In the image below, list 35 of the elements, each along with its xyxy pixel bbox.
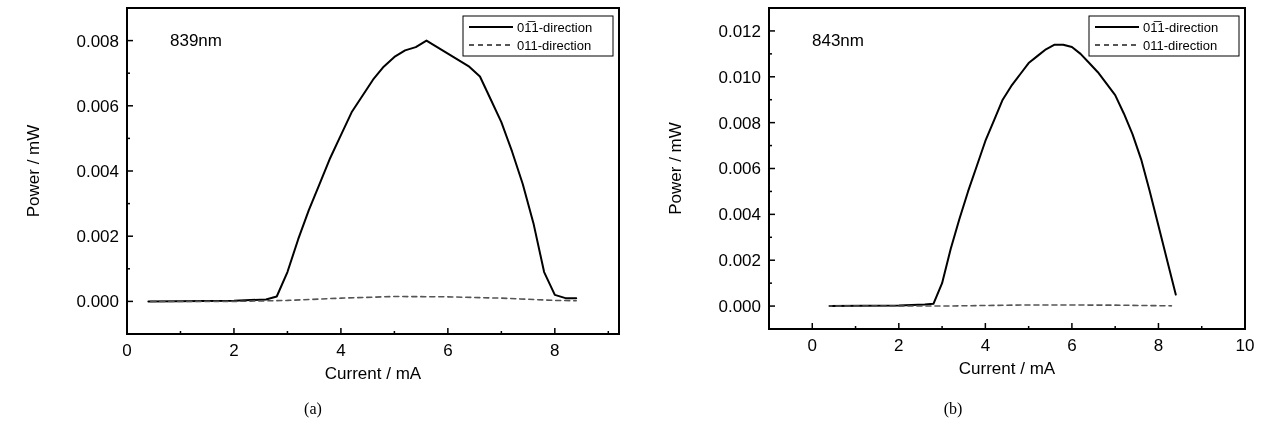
y-tick-label: 0.006 — [718, 159, 761, 179]
x-axis-title: Current / mA — [958, 359, 1056, 378]
x-tick-label: 8 — [550, 341, 560, 360]
legend-label: 01̅1-direction — [517, 19, 593, 35]
x-tick-label: 8 — [1153, 336, 1164, 355]
y-tick-label: 0.000 — [718, 297, 761, 317]
y-axis-title: Power / mW — [666, 122, 685, 215]
legend-label: 01̅1-direction — [1143, 19, 1219, 35]
legend-label: 011-direction — [1143, 37, 1218, 53]
x-tick-label: 4 — [980, 336, 991, 355]
y-tick-label: 0.008 — [718, 113, 761, 133]
text: (a) — [304, 400, 322, 418]
x-tick-label: 0 — [122, 341, 132, 360]
y-tick-label: 0.010 — [718, 67, 761, 87]
x-tick-label: 2 — [229, 341, 239, 360]
y-axis-title: Power / mW — [24, 124, 43, 218]
y-tick-label: 0.002 — [76, 227, 119, 247]
y-tick-label: 0.008 — [76, 31, 119, 51]
y-tick-label: 0.000 — [76, 292, 119, 312]
y-tick-label: 0.012 — [718, 21, 761, 41]
x-tick-label: 2 — [894, 336, 904, 355]
x-tick-label: 6 — [443, 341, 453, 360]
y-tick-label: 0.002 — [718, 251, 761, 271]
x-tick-label: 6 — [1067, 336, 1077, 355]
x-tick-label: 4 — [336, 341, 346, 360]
annotation: 839nm — [170, 31, 222, 50]
y-tick-label: 0.004 — [76, 161, 119, 181]
y-tick-label: 0.004 — [718, 205, 761, 225]
text: (b) — [943, 400, 963, 418]
x-tick-label: 10 — [1235, 336, 1255, 355]
x-tick-label: 0 — [807, 336, 818, 355]
legend-label: 011-direction — [517, 37, 592, 53]
y-tick-label: 0.006 — [76, 96, 119, 116]
annotation: 843nm — [812, 31, 864, 50]
x-axis-title: Current / mA — [324, 364, 422, 383]
